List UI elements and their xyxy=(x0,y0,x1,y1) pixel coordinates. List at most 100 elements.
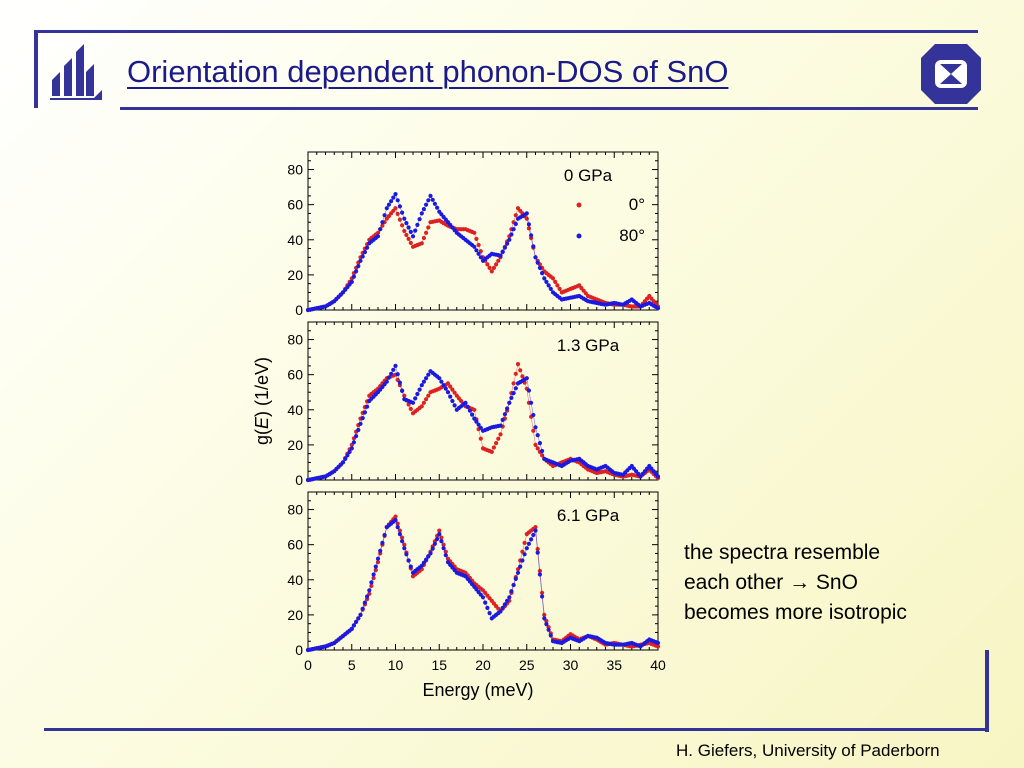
data-point xyxy=(513,221,518,227)
data-point xyxy=(391,367,396,372)
data-point xyxy=(347,449,352,454)
data-point xyxy=(546,627,551,632)
data-point xyxy=(443,386,448,391)
data-point xyxy=(395,198,400,203)
data-point xyxy=(533,425,538,430)
y-tick-label: 0 xyxy=(295,472,303,488)
data-point xyxy=(522,552,527,557)
data-point xyxy=(393,363,398,368)
note-line-2: each other → SnO xyxy=(684,571,858,594)
series-line-0° xyxy=(307,515,659,651)
data-point xyxy=(542,612,547,617)
data-point xyxy=(450,387,455,392)
data-point xyxy=(415,391,420,397)
y-tick-label: 60 xyxy=(287,537,303,553)
data-point xyxy=(360,606,365,611)
y-tick-label: 80 xyxy=(287,502,303,518)
data-point xyxy=(467,408,472,413)
data-point xyxy=(349,626,354,631)
data-point xyxy=(513,371,518,376)
data-point xyxy=(472,230,477,235)
frame-bottom-rule xyxy=(44,728,989,731)
data-point xyxy=(544,622,549,627)
data-point xyxy=(544,279,549,284)
data-point xyxy=(494,262,499,267)
panel-label: 6.1 GPa xyxy=(557,506,620,525)
data-point xyxy=(483,600,488,605)
data-point xyxy=(505,241,510,246)
hourglass-badge-icon xyxy=(921,44,981,104)
data-point xyxy=(531,532,536,538)
y-axis-label-part: ) (1/eV) xyxy=(252,357,272,417)
data-point xyxy=(535,446,540,451)
data-point xyxy=(474,236,479,241)
y-axis-label-part: E xyxy=(252,416,272,429)
data-point xyxy=(513,386,518,391)
data-point xyxy=(406,558,411,563)
data-point xyxy=(533,255,538,260)
data-point xyxy=(340,460,346,465)
phonon-dos-chart: 0 20 40 60 80 0 GPa 0° 80° 0 20 40 60 80 1.3 GPa 0 20 40… xyxy=(252,151,666,700)
data-point xyxy=(507,400,512,405)
note-line-3: becomes more isotropic xyxy=(684,601,907,624)
data-point xyxy=(349,446,354,451)
data-point xyxy=(369,580,374,585)
data-point xyxy=(408,240,413,245)
data-point xyxy=(362,410,367,415)
data-point xyxy=(410,400,416,405)
x-tick-label: 15 xyxy=(431,657,447,673)
data-point xyxy=(472,416,477,421)
data-point xyxy=(487,611,492,616)
data-point xyxy=(404,552,409,557)
data-point xyxy=(406,225,411,230)
data-point xyxy=(537,441,542,446)
data-point xyxy=(535,547,540,552)
data-point xyxy=(365,245,370,250)
data-point xyxy=(402,546,407,551)
data-point xyxy=(531,412,536,418)
data-point xyxy=(380,540,385,545)
data-point xyxy=(349,279,354,284)
data-point xyxy=(373,564,378,569)
data-point xyxy=(417,217,422,222)
data-point xyxy=(452,390,457,395)
data-point xyxy=(386,375,391,380)
data-point xyxy=(400,223,405,228)
title-underline-rule xyxy=(120,107,978,110)
data-point xyxy=(478,255,483,260)
data-point xyxy=(430,197,435,202)
data-point xyxy=(511,582,516,588)
data-point xyxy=(428,551,433,556)
data-point xyxy=(437,532,442,537)
data-point xyxy=(515,362,521,367)
data-point xyxy=(393,514,398,519)
data-point xyxy=(445,381,451,386)
data-point xyxy=(400,210,405,215)
data-point xyxy=(472,244,477,249)
data-point xyxy=(518,564,523,569)
x-tick-label: 35 xyxy=(606,657,622,673)
data-point xyxy=(428,193,433,198)
data-point xyxy=(345,453,350,458)
data-point xyxy=(511,381,516,386)
data-point xyxy=(476,422,481,427)
data-point xyxy=(445,390,451,395)
data-point xyxy=(404,221,409,226)
data-point xyxy=(529,537,534,542)
data-point xyxy=(408,564,413,569)
data-point xyxy=(655,644,661,649)
legend-entry: 80° xyxy=(619,226,645,245)
data-point xyxy=(557,286,562,291)
data-point xyxy=(522,540,527,545)
data-point xyxy=(515,570,521,575)
data-point xyxy=(448,384,453,389)
data-point xyxy=(356,264,361,269)
data-point xyxy=(500,249,505,254)
data-point xyxy=(419,241,424,246)
data-point xyxy=(395,525,400,530)
data-point xyxy=(395,211,400,216)
data-point xyxy=(402,228,407,234)
data-point xyxy=(533,528,538,533)
data-point xyxy=(476,251,481,256)
data-point xyxy=(441,383,446,388)
